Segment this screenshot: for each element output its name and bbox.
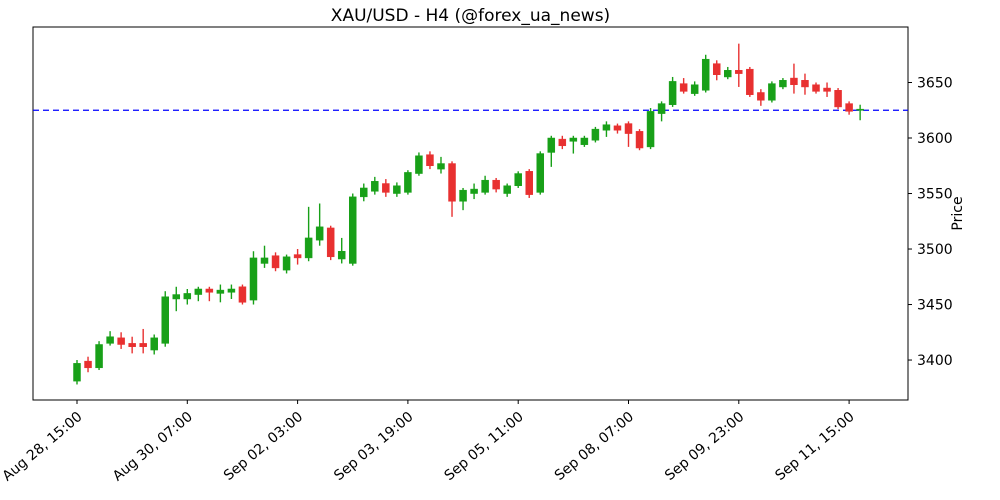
x-tick-label: Sep 05, 11:00 xyxy=(441,409,526,484)
candle-body-down xyxy=(679,83,688,92)
y-tick-label: 3600 xyxy=(917,131,953,147)
candle-body-down xyxy=(801,80,809,88)
candle-body-down xyxy=(746,68,754,95)
x-tick-label: Sep 08, 07:00 xyxy=(552,409,637,484)
candle-body-up xyxy=(690,84,699,94)
candle-body-down xyxy=(238,286,247,303)
candle-body-up xyxy=(371,181,379,192)
candle-body-up xyxy=(106,336,114,344)
candle-body-up xyxy=(73,363,81,382)
candle-body-down xyxy=(624,123,633,134)
candle-body-down xyxy=(790,77,798,85)
candle-body-up xyxy=(591,128,600,141)
chart-title: XAU/USD - H4 (@forex_ua_news) xyxy=(330,6,611,26)
y-tick-label: 3500 xyxy=(917,242,953,258)
candle-body-down xyxy=(117,337,125,345)
candle-body-up xyxy=(282,256,291,271)
candle-body-up xyxy=(724,70,732,78)
plot-border xyxy=(32,26,909,401)
candle-body-up xyxy=(646,111,655,148)
candle-body-down xyxy=(139,343,147,347)
candle-body-up xyxy=(580,137,589,145)
candle-body-up xyxy=(459,189,467,202)
candle-body-up xyxy=(779,80,787,88)
candle-body-up xyxy=(404,172,412,193)
candle-body-up xyxy=(304,237,313,259)
candle-body-down xyxy=(293,254,302,259)
candle-body-up xyxy=(657,103,666,114)
candle-body-down xyxy=(712,63,721,75)
x-tick-label: Sep 11, 15:00 xyxy=(772,409,857,484)
candle-body-down xyxy=(812,84,820,92)
candle-body-down xyxy=(205,288,214,293)
candle-body-down xyxy=(128,343,136,347)
candle-body-down xyxy=(757,92,765,101)
candle-body-up xyxy=(701,58,710,91)
candle-body-down xyxy=(525,171,533,195)
candle-body-up xyxy=(415,155,423,174)
y-tick-label: 3400 xyxy=(917,353,953,369)
candle-body-up xyxy=(172,294,181,300)
candle-body-up xyxy=(547,137,556,153)
candle-body-up xyxy=(856,108,864,111)
candle-body-up xyxy=(161,296,169,344)
x-tick-label: Aug 28, 15:00 xyxy=(0,409,86,485)
candle-body-down xyxy=(271,255,280,269)
candle-body-down xyxy=(326,227,335,258)
candle-body-up xyxy=(602,124,611,131)
candle-body-up xyxy=(216,289,225,294)
candle-body-up xyxy=(768,83,776,101)
candle-body-down xyxy=(635,131,644,149)
candle-body-up xyxy=(249,257,258,301)
candle-body-down xyxy=(735,70,743,74)
candle-body-down xyxy=(823,87,831,92)
candle-body-up xyxy=(481,179,489,193)
candle-body-up xyxy=(349,196,357,264)
candle-body-down xyxy=(448,163,456,202)
candle-body-down xyxy=(84,360,92,369)
candle-body-up xyxy=(315,226,324,241)
candle-body-up xyxy=(569,137,578,142)
y-tick-label: 3450 xyxy=(917,298,953,314)
candle-body-down xyxy=(845,103,853,112)
candle-body-up xyxy=(194,288,203,295)
x-tick-label: Sep 02, 03:00 xyxy=(221,409,306,484)
candle-body-down xyxy=(492,179,500,190)
candle-body-down xyxy=(558,138,567,147)
candle-body-up xyxy=(514,173,522,186)
candle-body-up xyxy=(503,185,511,194)
x-tick-label: Aug 30, 07:00 xyxy=(110,409,196,485)
candle-body-down xyxy=(613,125,622,131)
candle-body-down xyxy=(382,183,390,193)
candle-body-up xyxy=(95,344,103,369)
y-axis-label: Price xyxy=(950,196,966,230)
x-tick-label: Sep 09, 23:00 xyxy=(662,409,747,484)
candle-body-down xyxy=(426,154,434,167)
x-tick-label: Sep 03, 19:00 xyxy=(331,409,416,484)
y-tick-label: 3550 xyxy=(917,187,953,203)
candle-body-up xyxy=(536,153,545,193)
candle-body-up xyxy=(470,188,478,194)
candle-body-up xyxy=(260,257,269,264)
candle-body-down xyxy=(834,90,842,108)
candle-body-up xyxy=(393,185,401,194)
candle-body-up xyxy=(227,288,236,293)
candle-body-up xyxy=(668,81,677,105)
candle-body-up xyxy=(183,293,192,300)
y-tick-label: 3650 xyxy=(917,76,953,92)
candle-body-up xyxy=(150,337,158,351)
candle-body-up xyxy=(437,163,445,170)
candle-body-up xyxy=(360,187,368,198)
candle-body-up xyxy=(337,250,346,260)
